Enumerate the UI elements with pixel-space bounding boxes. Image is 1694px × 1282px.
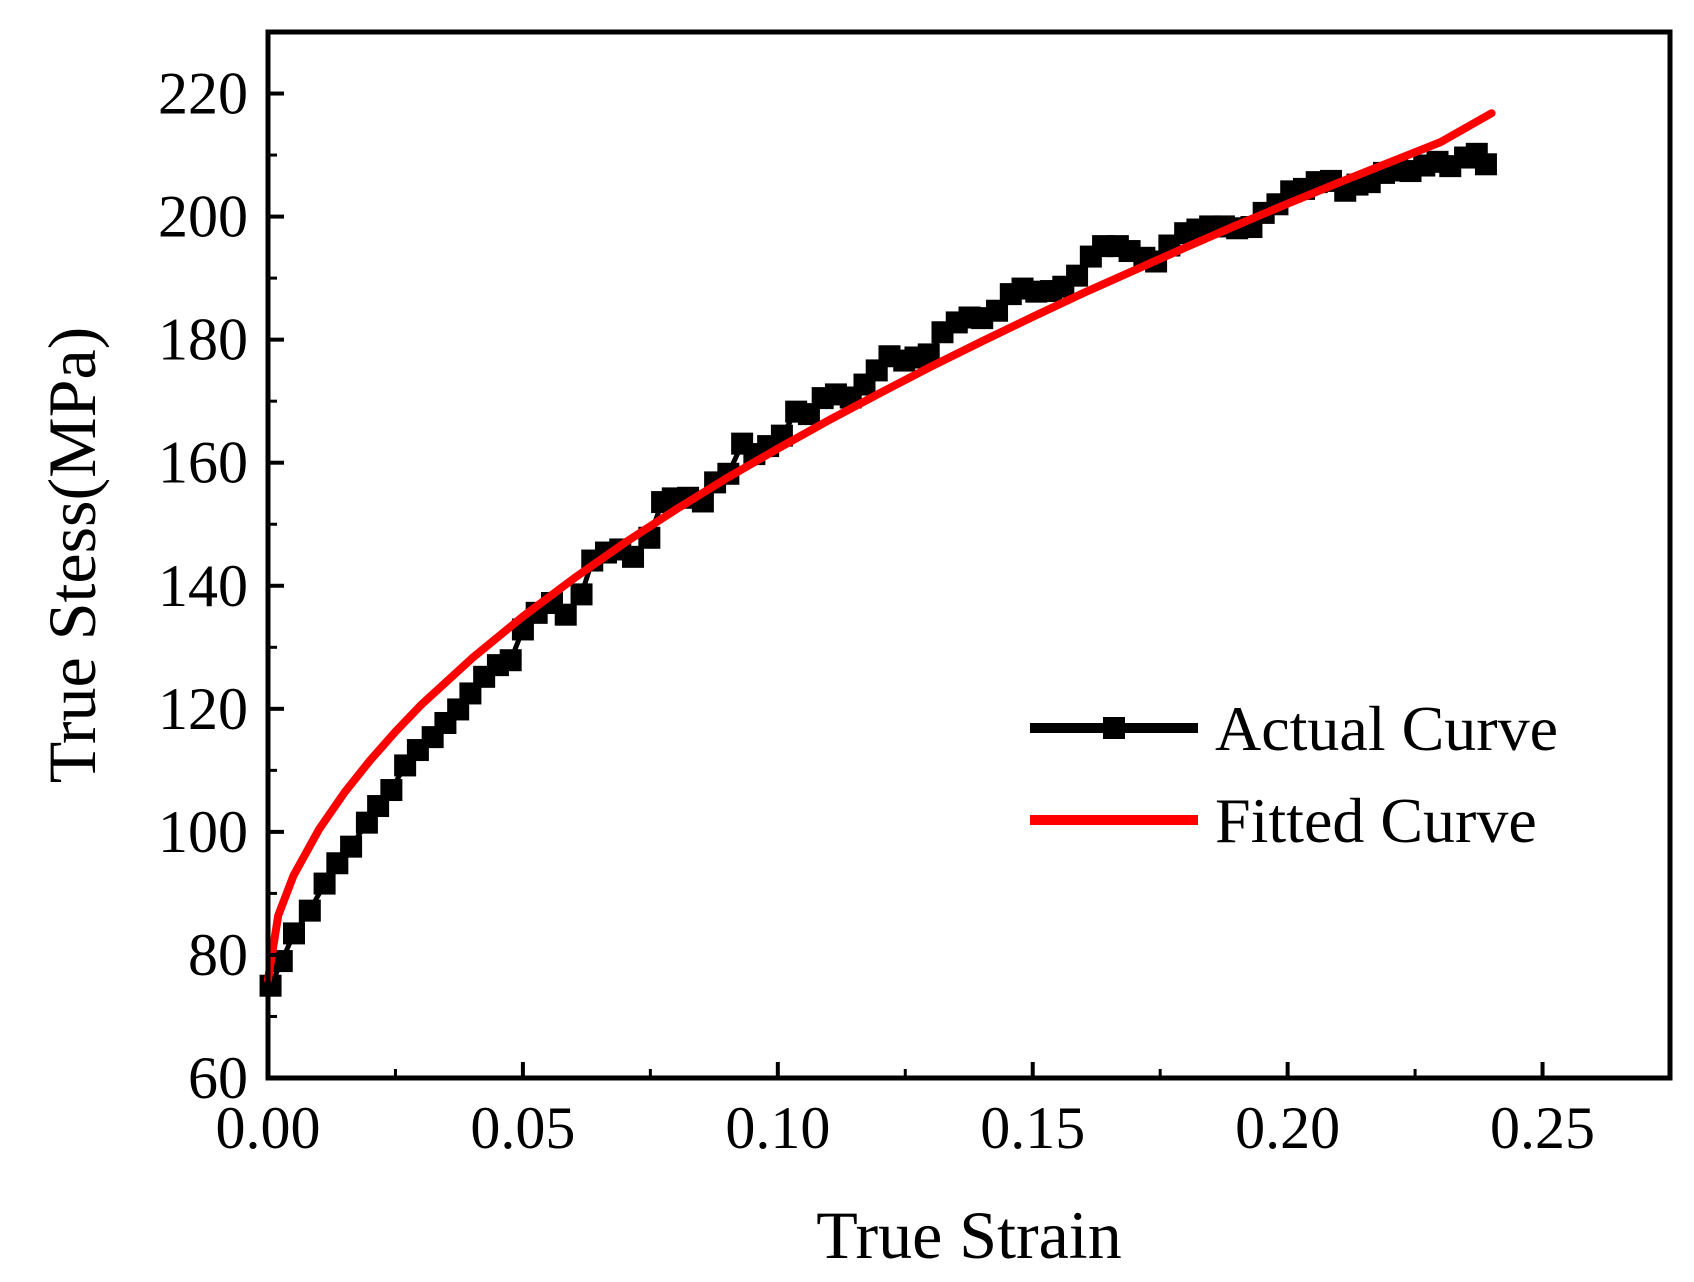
y-axis: 60 80 100 120 140 160 180 200 220	[158, 61, 284, 1111]
x-tick-label: 0.20	[1235, 1095, 1340, 1161]
y-tick-label: 180	[158, 307, 248, 373]
y-tick-label: 140	[158, 553, 248, 619]
y-tick-label: 220	[158, 61, 248, 127]
x-tick-label: 0.00	[216, 1095, 321, 1161]
data-point-actual-curve	[499, 649, 522, 672]
x-tick-label: 0.10	[725, 1095, 830, 1161]
data-point-actual-curve	[1474, 153, 1497, 176]
data-point-actual-curve	[459, 682, 482, 705]
x-tick-label: 0.15	[980, 1095, 1085, 1161]
x-axis: 0.00 0.05 0.10 0.15 0.20 0.25	[216, 1062, 1672, 1161]
data-point-actual-curve	[1066, 264, 1089, 287]
data-point-actual-curve	[355, 811, 378, 834]
data-point-actual-curve	[917, 343, 940, 366]
y-tick-label: 80	[188, 922, 248, 988]
legend: Actual Curve Fitted Curve	[1030, 693, 1558, 856]
data-point-actual-curve	[986, 299, 1009, 322]
data-point-actual-curve	[570, 583, 593, 606]
plot-marks	[259, 109, 1497, 997]
data-point-actual-curve	[283, 922, 306, 945]
data-point-actual-curve	[298, 899, 321, 922]
x-tick-label: 0.05	[470, 1095, 575, 1161]
y-tick-label: 160	[158, 430, 248, 496]
series-line-actual-curve	[268, 150, 1488, 987]
y-tick-label: 200	[158, 184, 248, 250]
data-point-actual-curve	[622, 545, 645, 568]
y-tick-label: 60	[188, 1045, 248, 1111]
series-line-fitted-curve	[264, 109, 1496, 984]
legend-label-actual-curve: Actual Curve	[1215, 693, 1558, 764]
legend-label-fitted-curve: Fitted Curve	[1215, 785, 1537, 856]
plot-frame	[265, 29, 1673, 1081]
y-tick-label: 100	[158, 799, 248, 865]
data-point-actual-curve	[340, 835, 363, 858]
x-tick-label: 0.25	[1490, 1095, 1595, 1161]
y-axis-title: True Stess(MPa)	[34, 327, 110, 784]
data-point-actual-curve	[313, 872, 336, 895]
legend-marker-actual-curve	[1103, 717, 1125, 739]
data-point-actual-curve	[380, 779, 403, 802]
data-point-actual-curve	[326, 852, 349, 875]
y-tick-label: 120	[158, 676, 248, 742]
x-axis-title: True Strain	[816, 1197, 1121, 1273]
data-point-actual-curve	[554, 603, 577, 626]
